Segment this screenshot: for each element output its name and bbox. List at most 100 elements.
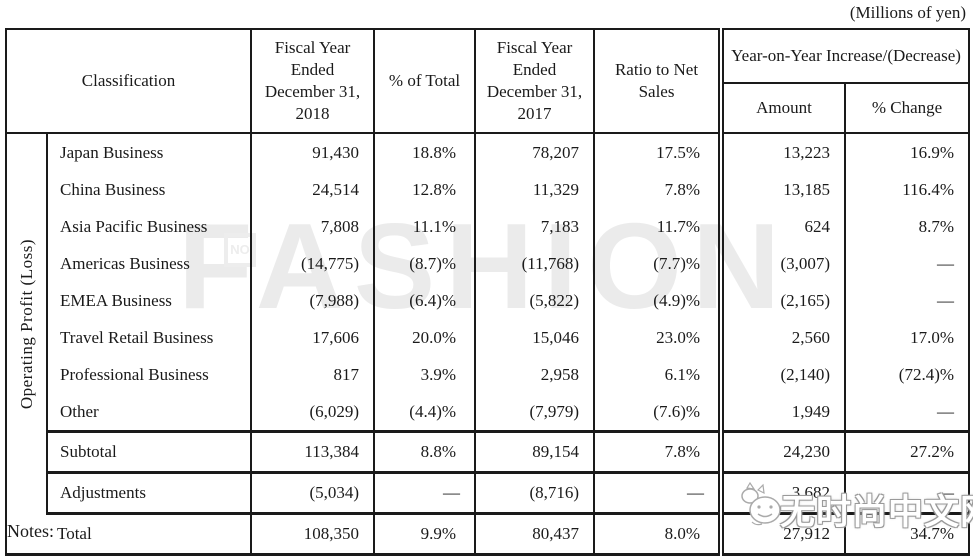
cell-ratio: 23.0% bbox=[593, 319, 722, 356]
header-pct-of-total: % of Total bbox=[373, 29, 476, 134]
header-fy2017: Fiscal Year Ended December 31, 2017 bbox=[474, 29, 595, 134]
cell-amount: 624 bbox=[718, 208, 846, 245]
cell-fy2018: 108,350 bbox=[250, 513, 375, 555]
cell-fy2018: 24,514 bbox=[250, 171, 375, 208]
cell-ratio: (7.7)% bbox=[593, 245, 722, 282]
cell-fy2018: (6,029) bbox=[250, 393, 375, 432]
cell-pct-change: 8.7% bbox=[844, 208, 970, 245]
cell-fy2017: (7,979) bbox=[474, 393, 595, 432]
cell-amount: 3,682 bbox=[718, 472, 846, 515]
table-row: Professional Business 817 3.9% 2,958 6.1… bbox=[6, 356, 970, 393]
header-yoy: Year-on-Year Increase/(Decrease) bbox=[718, 29, 970, 84]
cell-fy2018: 91,430 bbox=[250, 133, 375, 171]
cell-fy2017: 2,958 bbox=[474, 356, 595, 393]
cell-fy2017: 15,046 bbox=[474, 319, 595, 356]
cell-pct-of-total: 18.8% bbox=[373, 133, 476, 171]
row-label: Travel Retail Business bbox=[45, 319, 252, 356]
row-label: Asia Pacific Business bbox=[45, 208, 252, 245]
cell-pct-change: 34.7% bbox=[844, 513, 970, 555]
header-fy2018: Fiscal Year Ended December 31, 2018 bbox=[250, 29, 375, 134]
header-row-2: Amount % Change bbox=[6, 83, 970, 134]
cell-ratio: (4.9)% bbox=[593, 282, 722, 319]
cell-amount: 2,560 bbox=[718, 319, 846, 356]
cell-fy2018: (14,775) bbox=[250, 245, 375, 282]
row-label: EMEA Business bbox=[45, 282, 252, 319]
cell-ratio: (7.6)% bbox=[593, 393, 722, 432]
cell-pct-of-total: 20.0% bbox=[373, 319, 476, 356]
cell-fy2017: (11,768) bbox=[474, 245, 595, 282]
cell-pct-of-total: (4.4)% bbox=[373, 393, 476, 432]
cell-pct-of-total: 3.9% bbox=[373, 356, 476, 393]
cell-amount: 13,223 bbox=[718, 133, 846, 171]
cell-fy2017: 78,207 bbox=[474, 133, 595, 171]
cell-amount: 27,912 bbox=[718, 513, 846, 555]
row-label: Subtotal bbox=[45, 430, 252, 474]
site-watermark-text: 无时尚中文网 bbox=[780, 493, 973, 532]
table-row: Asia Pacific Business 7,808 11.1% 7,183 … bbox=[6, 208, 970, 245]
header-amount: Amount bbox=[718, 83, 846, 134]
row-label: Japan Business bbox=[45, 133, 252, 171]
units-note: (Millions of yen) bbox=[849, 3, 966, 22]
cell-amount: 1,949 bbox=[718, 393, 846, 432]
cell-pct-change: — bbox=[844, 245, 970, 282]
row-group-label: Operating Profit (Loss) bbox=[16, 238, 36, 409]
cell-fy2017: 89,154 bbox=[474, 430, 595, 474]
cell-fy2017: 80,437 bbox=[474, 513, 595, 555]
cell-fy2017: 7,183 bbox=[474, 208, 595, 245]
cell-ratio: 7.8% bbox=[593, 430, 722, 474]
operating-profit-table: Classification Fiscal Year Ended Decembe… bbox=[4, 28, 971, 556]
table-row: Travel Retail Business 17,606 20.0% 15,0… bbox=[6, 319, 970, 356]
header-ratio-to-net-sales: Ratio to Net Sales bbox=[593, 29, 722, 134]
cell-amount: 24,230 bbox=[718, 430, 846, 474]
cell-pct-of-total: 8.8% bbox=[373, 430, 476, 474]
row-label: Americas Business bbox=[45, 245, 252, 282]
cell-pct-change: — bbox=[844, 282, 970, 319]
cell-ratio: — bbox=[593, 472, 722, 515]
cell-amount: (2,165) bbox=[718, 282, 846, 319]
cell-pct-of-total: 12.8% bbox=[373, 171, 476, 208]
cell-amount: (3,007) bbox=[718, 245, 846, 282]
cell-pct-of-total: 11.1% bbox=[373, 208, 476, 245]
header-pct-change: % Change bbox=[844, 83, 970, 134]
cell-fy2018: 817 bbox=[250, 356, 375, 393]
cell-fy2018: 7,808 bbox=[250, 208, 375, 245]
cell-pct-change: — bbox=[844, 472, 970, 515]
cell-pct-of-total: (6.4)% bbox=[373, 282, 476, 319]
row-group-cell: Operating Profit (Loss) bbox=[6, 133, 47, 514]
cell-amount: 13,185 bbox=[718, 171, 846, 208]
cell-pct-change: 27.2% bbox=[844, 430, 970, 474]
cell-pct-of-total: 9.9% bbox=[373, 513, 476, 555]
row-label: Total bbox=[4, 513, 252, 555]
cell-ratio: 11.7% bbox=[593, 208, 722, 245]
table-row: Operating Profit (Loss) Japan Business 9… bbox=[6, 133, 970, 409]
cell-fy2018: 113,384 bbox=[250, 430, 375, 474]
row-label: Other bbox=[45, 393, 252, 432]
table-row: Other (6,029) (4.4)% (7,979) (7.6)% 1,94… bbox=[6, 393, 970, 432]
cell-fy2017: (5,822) bbox=[474, 282, 595, 319]
mascot-watermark-icon bbox=[741, 482, 781, 526]
cell-pct-change: — bbox=[844, 393, 970, 432]
cell-ratio: 8.0% bbox=[593, 513, 722, 555]
cell-ratio: 6.1% bbox=[593, 356, 722, 393]
cell-fy2017: 11,329 bbox=[474, 171, 595, 208]
cell-pct-of-total: (8.7)% bbox=[373, 245, 476, 282]
cell-pct-of-total: — bbox=[373, 472, 476, 515]
row-label: Professional Business bbox=[45, 356, 252, 393]
cell-pct-change: 17.0% bbox=[844, 319, 970, 356]
cell-pct-change: (72.4)% bbox=[844, 356, 970, 393]
cell-fy2018: 17,606 bbox=[250, 319, 375, 356]
cell-pct-change: 116.4% bbox=[844, 171, 970, 208]
cell-fy2018: (5,034) bbox=[250, 472, 375, 515]
cell-amount: (2,140) bbox=[718, 356, 846, 393]
row-label: China Business bbox=[45, 171, 252, 208]
table-row: EMEA Business (7,988) (6.4)% (5,822) (4.… bbox=[6, 282, 970, 319]
row-label: Adjustments bbox=[45, 472, 252, 515]
total-row: Total 108,350 9.9% 80,437 8.0% 27,912 34… bbox=[4, 513, 970, 555]
header-row-1: Classification Fiscal Year Ended Decembe… bbox=[4, 29, 970, 134]
subtotal-row: Subtotal 113,384 8.8% 89,154 7.8% 24,230… bbox=[6, 430, 970, 474]
cell-fy2018: (7,988) bbox=[250, 282, 375, 319]
table-row: Americas Business (14,775) (8.7)% (11,76… bbox=[6, 245, 970, 282]
header-classification: Classification bbox=[4, 29, 252, 134]
cell-ratio: 17.5% bbox=[593, 133, 722, 171]
cell-fy2017: (8,716) bbox=[474, 472, 595, 515]
